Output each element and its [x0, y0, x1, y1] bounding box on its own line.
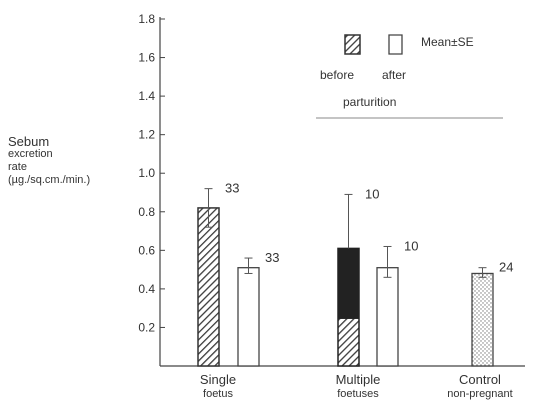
legend-after-swatch [388, 34, 403, 55]
y-axis-label-line: (µg./sq.cm./min.) [8, 174, 91, 186]
y-tick-label: 0.6 [138, 243, 155, 257]
bars: 33 33 10 10 24 [197, 181, 513, 367]
legend-before-label: before [320, 68, 354, 82]
y-tick-label: 1.6 [138, 51, 155, 65]
y-axis-label-line: excretion [8, 148, 53, 160]
legend-stat-label: Mean±SE [421, 35, 474, 49]
legend-after-label: after [382, 68, 406, 82]
y-tick-label: 0.2 [138, 320, 155, 334]
bar-before [197, 207, 220, 367]
category-label: foetus [203, 388, 233, 400]
n-label: 33 [265, 250, 279, 265]
y-tick-label: 0.8 [138, 205, 155, 219]
y-tick-label: 0.4 [138, 282, 155, 296]
y-tick-label: 1.4 [138, 89, 155, 103]
category-label: foetuses [337, 388, 379, 400]
n-label: 10 [404, 238, 418, 253]
category-label: Multiple [336, 372, 381, 387]
y-axis-label-line: Sebum [8, 134, 50, 149]
y-tick-label: 1.8 [138, 12, 155, 26]
y-tick-label: 1.0 [138, 166, 155, 180]
bar-after [237, 267, 260, 367]
category-label: Single [200, 372, 236, 387]
y-axis-label: Sebum excretion rate (µg./sq.cm./min.) [8, 135, 90, 187]
bar-after [376, 267, 399, 367]
bar-before-solid [338, 248, 359, 319]
legend-before-swatch [344, 34, 361, 55]
n-label: 10 [365, 186, 379, 201]
n-label: 33 [225, 181, 239, 196]
n-label: 24 [499, 260, 513, 275]
y-tick-label: 1.2 [138, 128, 155, 142]
axes: 0.2 0.4 0.6 0.8 1.0 1.2 1.4 1.6 1.8 [138, 12, 525, 367]
category-label: non-pregnant [447, 388, 512, 400]
bar-control [471, 272, 494, 367]
legend: Mean±SE before after parturition [316, 34, 503, 119]
y-axis-label-line: rate [8, 161, 27, 173]
legend-caption: parturition [343, 95, 396, 109]
category-label: Control [459, 372, 501, 387]
